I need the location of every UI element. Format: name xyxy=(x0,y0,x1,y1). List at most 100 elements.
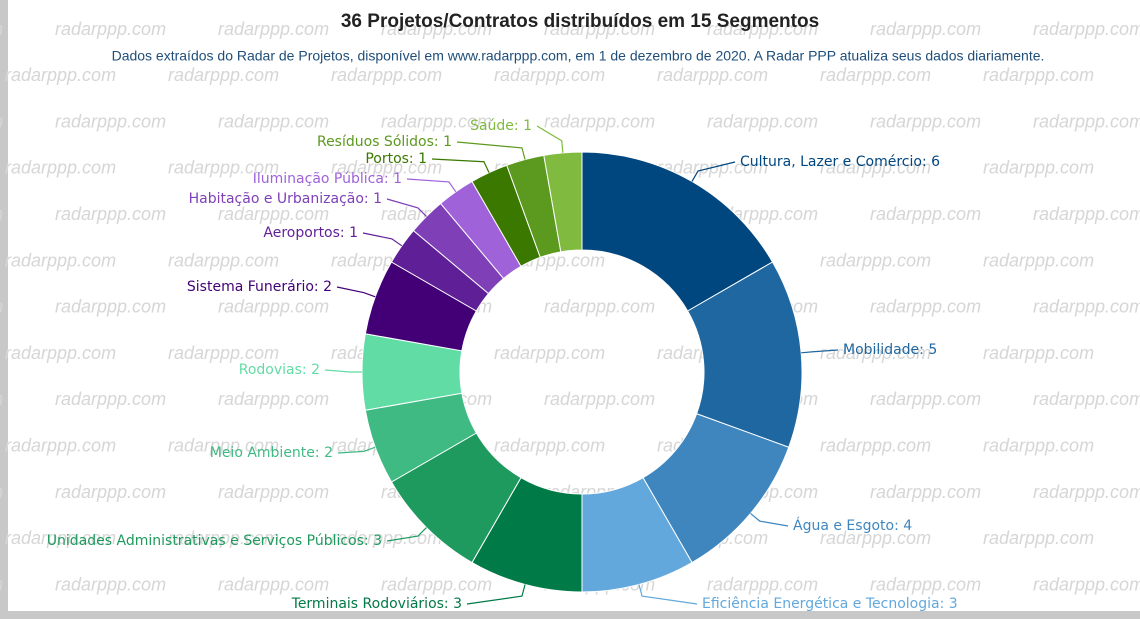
watermark: radarppp.com xyxy=(870,111,981,131)
watermark: radarppp.com xyxy=(0,111,3,131)
watermark: radarppp.com xyxy=(381,111,492,131)
data-label: Terminais Rodoviários: 3 xyxy=(291,596,462,612)
watermark: radarppp.com xyxy=(5,65,116,85)
watermark: radarppp.com xyxy=(983,435,1094,455)
data-label: Iluminação Pública: 1 xyxy=(253,171,402,187)
watermark: radarppp.com xyxy=(168,65,279,85)
watermark: radarppp.com xyxy=(820,65,931,85)
watermark: radarppp.com xyxy=(544,389,655,409)
leader-line xyxy=(362,232,403,247)
watermark: radarppp.com xyxy=(55,19,166,39)
watermark: radarppp.com xyxy=(820,158,931,178)
watermark: radarppp.com xyxy=(168,343,279,363)
data-label: Cultura, Lazer e Comércio: 6 xyxy=(740,154,940,170)
leader-line xyxy=(337,446,376,454)
watermark: radarppp.com xyxy=(168,435,279,455)
data-label: Unidades Administrativas e Serviços Públ… xyxy=(47,533,382,549)
watermark: radarppp.com xyxy=(820,528,931,548)
watermark: radarppp.com xyxy=(0,297,3,317)
watermark: radarppp.com xyxy=(983,65,1094,85)
watermark: radarppp.com xyxy=(55,111,166,131)
watermark: radarppp.com xyxy=(0,389,3,409)
watermark: radarppp.com xyxy=(331,528,442,548)
data-label: Meio Ambiente: 2 xyxy=(210,445,333,461)
watermark: radarppp.com xyxy=(983,343,1094,363)
leader-line xyxy=(691,161,736,182)
watermark: radarppp.com xyxy=(657,65,768,85)
chart-subtitle: Dados extraídos do Radar de Projetos, di… xyxy=(112,48,1045,64)
watermark: radarppp.com xyxy=(55,482,166,502)
watermark: radarppp.com xyxy=(707,574,818,594)
watermark: radarppp.com xyxy=(494,65,605,85)
watermark: radarppp.com xyxy=(55,389,166,409)
watermark: radarppp.com xyxy=(983,158,1094,178)
leader-line xyxy=(466,584,526,605)
data-label: Resíduos Sólidos: 1 xyxy=(317,134,452,150)
data-label: Saúde: 1 xyxy=(470,118,532,134)
data-label: Eficiência Energética e Tecnologia: 3 xyxy=(702,596,958,612)
watermark: radarppp.com xyxy=(218,389,329,409)
watermark: radarppp.com xyxy=(218,111,329,131)
watermark: radarppp.com xyxy=(707,111,818,131)
watermark: radarppp.com xyxy=(494,343,605,363)
watermark: radarppp.com xyxy=(820,435,931,455)
leader-line xyxy=(336,286,376,298)
plot: Cultura, Lazer e Comércio: 6 Mobilidade: … xyxy=(47,118,958,612)
watermark: radarppp.com xyxy=(55,297,166,317)
watermark: radarppp.com xyxy=(870,482,981,502)
watermark: radarppp.com xyxy=(5,528,116,548)
watermark: radarppp.com xyxy=(218,19,329,39)
watermark: radarppp.com xyxy=(381,574,492,594)
leader-line xyxy=(386,527,427,542)
watermark: radarppp.com xyxy=(494,435,605,455)
watermark: radarppp.com xyxy=(168,250,279,270)
watermark: radarppp.com xyxy=(331,158,442,178)
watermark: radarppp.com xyxy=(0,574,3,594)
watermark: radarppp.com xyxy=(870,574,981,594)
watermark: radarppp.com xyxy=(55,204,166,224)
watermark: radarppp.com xyxy=(5,435,116,455)
watermark: radarppp.com xyxy=(1033,482,1140,502)
watermark: radarppp.com xyxy=(218,297,329,317)
watermark: radarppp.com xyxy=(1033,111,1140,131)
data-label: Aeroportos: 1 xyxy=(263,225,358,241)
watermark: radarppp.com xyxy=(983,250,1094,270)
chart-title: 36 Projetos/Contratos distribuídos em 15… xyxy=(341,11,819,32)
watermark: radarppp.com xyxy=(544,297,655,317)
watermark: radarppp.com xyxy=(1033,297,1140,317)
data-label: Rodovias: 2 xyxy=(239,362,320,378)
watermark: radarppp.com xyxy=(55,574,166,594)
watermark: radarppp.com xyxy=(168,528,279,548)
data-label: Portos: 1 xyxy=(365,151,427,167)
watermark: radarppp.com xyxy=(544,19,655,39)
watermark: radarppp.com xyxy=(5,250,116,270)
leader-line xyxy=(456,141,526,160)
watermark: radarppp.com xyxy=(1033,19,1140,39)
leader-line xyxy=(638,584,698,605)
watermark: radarppp.com xyxy=(0,204,3,224)
watermark: radarppp.com xyxy=(870,389,981,409)
watermark: radarppp.com xyxy=(544,111,655,131)
data-label: Sistema Funerário: 2 xyxy=(187,279,332,295)
watermark: radarppp.com xyxy=(0,19,3,39)
leader-line xyxy=(801,349,839,354)
leader-line xyxy=(386,198,427,217)
watermark: radarppp.com xyxy=(0,482,3,502)
watermark: radarppp.com xyxy=(707,19,818,39)
leader-line xyxy=(431,158,490,173)
watermark: radarppp.com xyxy=(331,65,442,85)
watermark: radarppp.com xyxy=(218,482,329,502)
watermark: radarppp.com xyxy=(218,204,329,224)
watermark: radarppp.com xyxy=(1033,204,1140,224)
watermark: radarppp.com xyxy=(870,297,981,317)
data-label: Habitação e Urbanização: 1 xyxy=(189,191,382,207)
watermark: radarppp.com xyxy=(5,343,116,363)
leader-line xyxy=(750,512,789,527)
watermark: radarppp.com xyxy=(381,19,492,39)
watermark: radarppp.com xyxy=(983,528,1094,548)
data-label: Mobilidade: 5 xyxy=(843,342,937,358)
watermark: radarppp.com xyxy=(218,574,329,594)
watermark: radarppp.com xyxy=(870,204,981,224)
donut-slice xyxy=(581,151,774,312)
